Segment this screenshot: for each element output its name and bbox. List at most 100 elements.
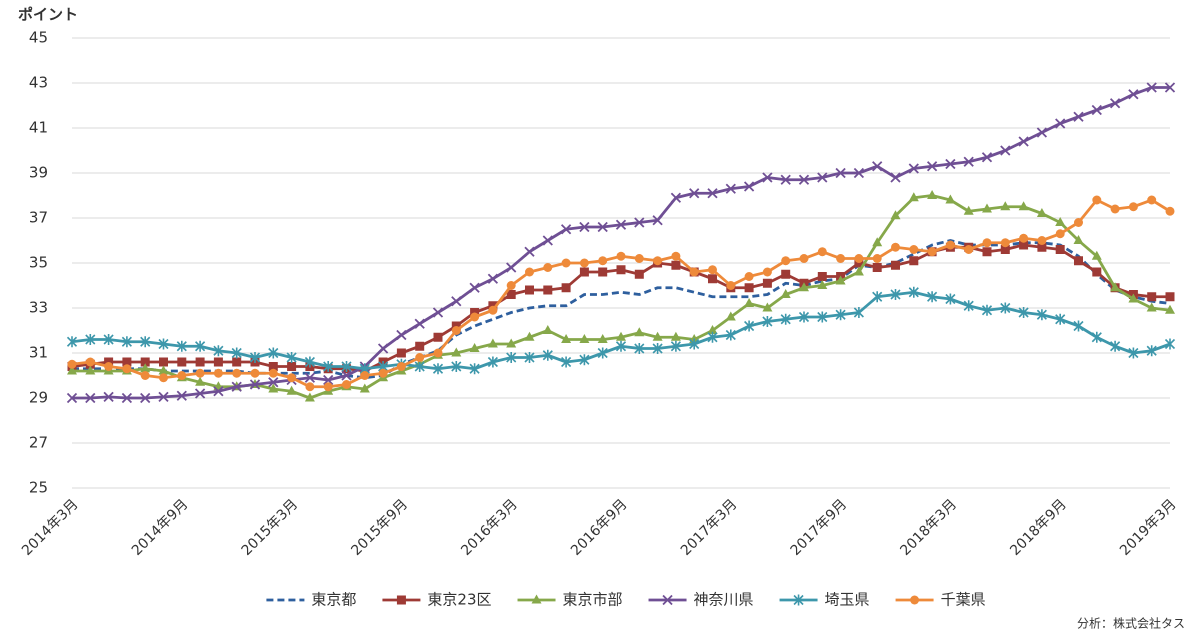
data-point [890, 289, 901, 300]
data-point [798, 311, 810, 323]
data-point [780, 289, 791, 298]
data-point [525, 285, 534, 295]
data-point [159, 357, 168, 367]
data-point [780, 313, 791, 325]
data-point [506, 352, 517, 363]
data-point [1000, 201, 1011, 211]
data-point [304, 392, 315, 402]
data-point [671, 260, 681, 270]
data-point [66, 392, 78, 404]
data-point [1128, 293, 1139, 303]
data-point [908, 163, 919, 174]
data-point [469, 363, 480, 375]
data-point [598, 256, 608, 266]
data-point [634, 254, 644, 263]
data-point [268, 377, 279, 388]
data-point [982, 203, 992, 213]
data-point [1147, 195, 1157, 205]
data-point [963, 156, 974, 167]
data-point [560, 224, 572, 235]
data-point [1146, 345, 1157, 357]
data-point [268, 383, 279, 393]
data-point [122, 357, 132, 367]
x-tick-label: 2015年9月 [348, 496, 411, 559]
data-point [616, 251, 626, 261]
data-point [213, 357, 223, 367]
data-point [1128, 89, 1139, 100]
data-point [652, 215, 663, 226]
data-point [506, 281, 516, 290]
data-point [524, 246, 535, 257]
data-point [542, 235, 553, 246]
data-point [707, 325, 718, 334]
data-point [1128, 202, 1138, 212]
legend: 東京都 東京23区 東京市部 神奈川県 埼玉県 千葉県 [266, 591, 986, 609]
data-point [762, 278, 772, 288]
data-point [891, 260, 900, 270]
data-point [396, 329, 407, 341]
data-point [671, 251, 681, 261]
data-point [377, 343, 389, 354]
data-point [762, 316, 773, 327]
data-point [1036, 208, 1047, 217]
data-point [213, 345, 224, 357]
data-point [1036, 309, 1047, 321]
data-point [158, 338, 169, 350]
data-point [433, 348, 443, 358]
data-point [781, 256, 791, 266]
legend-label: 東京市部 [563, 591, 623, 609]
y-tick-label: 39 [29, 164, 48, 182]
data-point [1091, 104, 1102, 116]
data-point [872, 237, 883, 247]
data-point [103, 334, 114, 345]
data-point [835, 309, 846, 321]
x-tick-label: 2016年9月 [568, 496, 631, 559]
data-point [140, 392, 151, 404]
data-point [305, 382, 315, 392]
data-point [982, 247, 992, 257]
data-point [195, 376, 206, 386]
data-point [799, 254, 809, 263]
data-point [579, 258, 589, 268]
data-point [469, 282, 480, 293]
data-point [176, 340, 187, 352]
data-point [268, 362, 278, 371]
x-tick-label: 2015年3月 [239, 496, 302, 559]
data-point [304, 356, 315, 368]
data-point [268, 347, 279, 359]
data-point [1165, 304, 1175, 314]
data-point [707, 331, 718, 343]
data-point [341, 370, 352, 381]
data-point [652, 331, 663, 341]
data-point [927, 247, 937, 257]
x-tick-label: 2014年9月 [129, 496, 192, 559]
data-point [1074, 256, 1083, 266]
data-point [232, 368, 242, 378]
data-point [506, 290, 516, 299]
data-point [487, 338, 498, 348]
data-point [744, 283, 754, 293]
data-point [1164, 82, 1176, 93]
data-point [287, 373, 297, 383]
data-point [1018, 201, 1029, 211]
x-tick-label: 2018年9月 [1007, 496, 1070, 559]
data-point [250, 368, 260, 378]
data-point [1055, 217, 1066, 226]
data-point [744, 298, 755, 307]
data-point [744, 272, 754, 281]
data-point [249, 379, 261, 390]
data-point [1019, 240, 1029, 250]
legend-marker [793, 594, 804, 606]
data-point [579, 221, 590, 233]
data-point [177, 371, 187, 380]
data-point [1055, 229, 1065, 239]
data-point [798, 174, 810, 185]
data-point [342, 380, 351, 389]
y-tick-label: 33 [29, 299, 48, 317]
data-point [762, 172, 773, 183]
data-point [708, 265, 717, 275]
data-point [323, 361, 334, 372]
data-point [561, 258, 571, 268]
data-point [524, 352, 535, 363]
data-point [597, 347, 608, 359]
